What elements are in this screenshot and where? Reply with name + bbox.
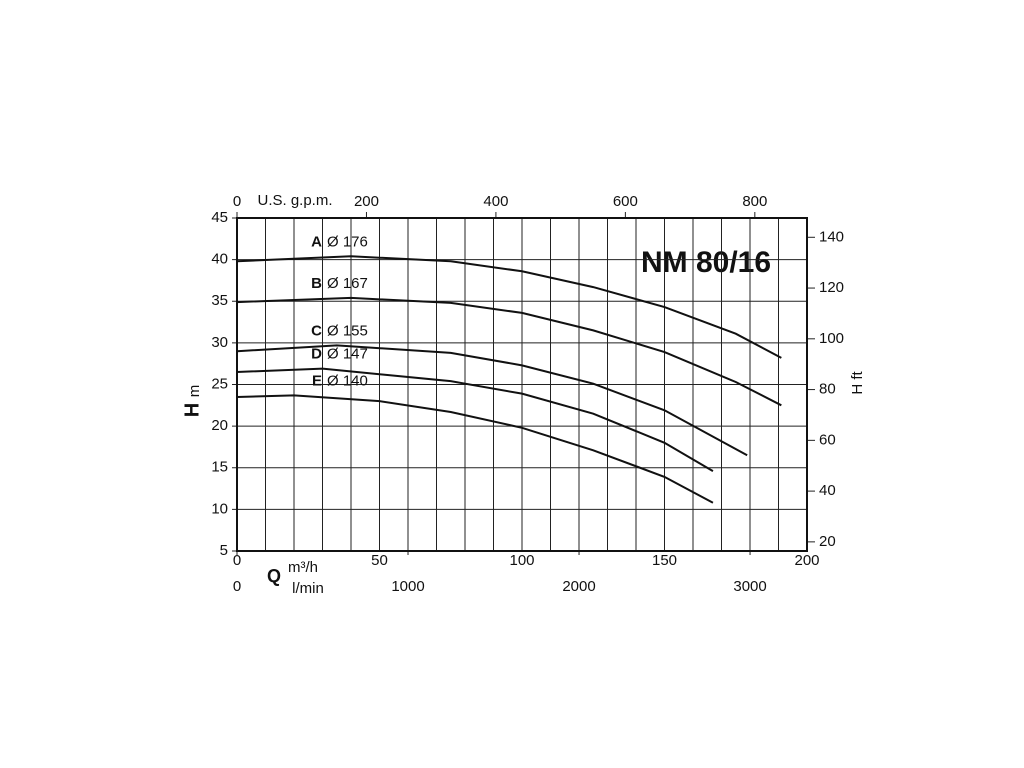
x3-label: U.S. g.p.m. [257, 192, 332, 209]
x2-label: l/min [292, 580, 324, 597]
curve-diameter: Ø 176 [327, 233, 368, 250]
curve [236, 344, 748, 457]
y-label-unit: m [186, 385, 203, 398]
y-tick-label: 10 [211, 500, 228, 517]
curve-name: D [311, 346, 322, 363]
curve-name: B [311, 275, 322, 292]
x3-tick-label: 800 [742, 193, 767, 210]
curve-name: E [312, 372, 322, 389]
x3-tick-label: 400 [483, 193, 508, 210]
chart-title: NM 80/16 [641, 246, 771, 279]
y-tick-label: 25 [211, 375, 228, 392]
x-tick-label: 50 [371, 552, 388, 569]
x2-tick-label: 2000 [562, 578, 595, 595]
curve-name: A [311, 233, 322, 250]
y-tick-label: 5 [220, 542, 228, 559]
x2-tick-label: 3000 [733, 578, 766, 595]
x-label-unit: m³/h [288, 559, 318, 576]
plot-frame [236, 217, 808, 552]
x-tick-label: 150 [652, 552, 677, 569]
curve-diameter: Ø 155 [327, 322, 368, 339]
y2-tick-label: 60 [819, 431, 836, 448]
x-tick-label: 100 [509, 552, 534, 569]
y2-tick-label: 140 [819, 228, 844, 245]
y-label-symbol: H [181, 403, 203, 417]
x-tick-label: 200 [794, 552, 819, 569]
y2-tick-label: 100 [819, 330, 844, 347]
y-tick-label: 45 [211, 209, 228, 226]
curve-diameter: Ø 147 [327, 346, 368, 363]
y-tick-label: 30 [211, 334, 228, 351]
y2-tick-label: 120 [819, 279, 844, 296]
curve-diameter: Ø 167 [327, 275, 368, 292]
x-tick-label: 0 [233, 552, 241, 569]
curve [236, 367, 714, 472]
curve [236, 255, 782, 359]
y2-tick-label: 40 [819, 482, 836, 499]
curve [236, 296, 782, 407]
y-tick-label: 20 [211, 417, 228, 434]
x2-tick-label: 1000 [391, 578, 424, 595]
y-tick-label: 40 [211, 251, 228, 268]
x3-tick-label: 200 [354, 193, 379, 210]
y2-tick-label: 20 [819, 533, 836, 550]
curve [236, 394, 714, 504]
y2-label: H ft [849, 371, 866, 395]
x3-tick-label: 600 [613, 193, 638, 210]
y-tick-label: 35 [211, 292, 228, 309]
y2-tick-label: 80 [819, 381, 836, 398]
x-label-symbol: Q [267, 566, 281, 586]
x3-tick-label: 0 [233, 193, 241, 210]
curve-name: C [311, 322, 322, 339]
y-tick-label: 15 [211, 459, 228, 476]
x2-tick-label: 0 [233, 578, 241, 595]
curve-diameter: Ø 140 [327, 372, 368, 389]
